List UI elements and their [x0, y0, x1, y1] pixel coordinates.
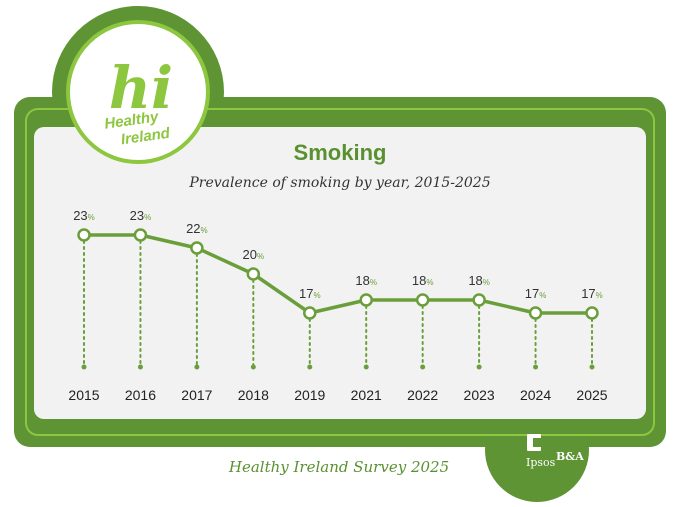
ipsos-logo: Ipsos	[526, 456, 556, 469]
base-dot-2025	[589, 364, 595, 370]
year-label-2024: 2024	[520, 387, 551, 403]
base-dot-2019	[307, 364, 313, 370]
partner-logos: Ipsos B&A	[526, 434, 584, 469]
data-point-2016	[133, 228, 148, 242]
percent-unit: %	[257, 252, 264, 261]
base-dot-2024	[533, 364, 539, 370]
percent-unit: %	[426, 278, 433, 287]
chart-title: Smoking	[294, 140, 387, 165]
base-dot-2021	[363, 364, 369, 370]
percent-unit: %	[313, 291, 320, 300]
percent-unit: %	[144, 213, 151, 222]
data-point-2025	[585, 306, 599, 320]
year-label-2021: 2021	[351, 387, 382, 403]
base-dot-2022	[420, 364, 426, 370]
logo-line2: Ireland	[120, 125, 172, 149]
series-line	[84, 233, 592, 315]
percent-unit: %	[201, 226, 208, 235]
chart-subtitle: Prevalence of smoking by year, 2015-2025	[188, 175, 490, 191]
data-point-2017	[190, 241, 204, 255]
percent-unit: %	[88, 213, 95, 222]
data-point-2019	[303, 306, 317, 320]
year-label-2018: 2018	[238, 387, 269, 403]
data-point-2023	[472, 293, 486, 307]
chart-panel	[34, 127, 646, 419]
ba-logo: B&A	[556, 450, 584, 463]
base-dot-2018	[250, 364, 256, 370]
year-label-2016: 2016	[125, 387, 156, 403]
year-label-2017: 2017	[181, 387, 212, 403]
data-point-2018	[246, 267, 261, 281]
healthy-ireland-logo: hi Healthy Ireland	[66, 20, 210, 164]
base-dot-2016	[137, 364, 143, 370]
data-point-2022	[415, 293, 430, 307]
year-label-2022: 2022	[407, 387, 438, 403]
percent-unit: %	[596, 291, 603, 300]
footer-survey: Healthy Ireland Survey 2025	[228, 458, 449, 476]
year-label-2019: 2019	[294, 387, 325, 403]
base-dot-2017	[194, 364, 200, 370]
percent-unit: %	[370, 278, 377, 287]
data-point-2024	[528, 306, 543, 320]
year-label-2023: 2023	[464, 387, 495, 403]
base-dot-2023	[476, 364, 482, 370]
year-label-2015: 2015	[68, 387, 99, 403]
year-label-2025: 2025	[576, 387, 607, 403]
logo-mark: hi	[109, 54, 173, 122]
data-point-2021	[359, 293, 373, 307]
base-dot-2015	[81, 364, 87, 370]
data-point-2015	[77, 228, 91, 242]
percent-unit: %	[539, 291, 546, 300]
line-chart: 23%201523%201622%201720%201817%201918%20…	[68, 208, 607, 403]
percent-unit: %	[483, 278, 490, 287]
